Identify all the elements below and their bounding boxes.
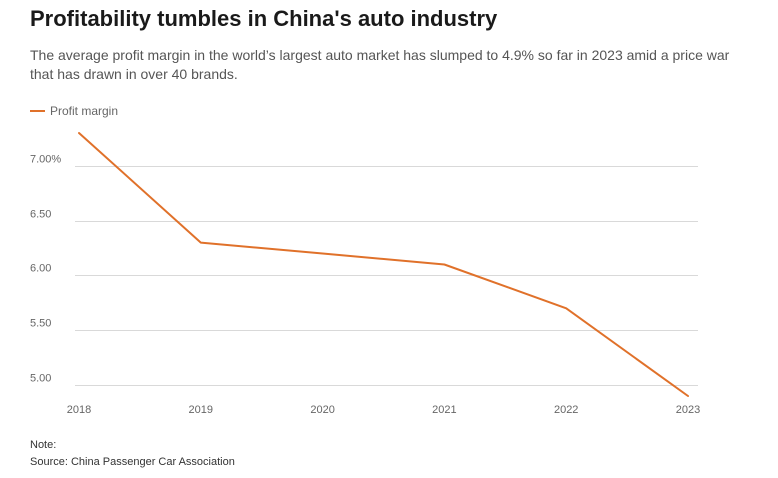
footer-note: Note:	[30, 439, 57, 451]
x-tick-label: 2023	[676, 404, 700, 416]
x-tick-label: 2020	[310, 404, 334, 416]
chart-subtitle: The average profit margin in the world’s…	[30, 47, 730, 82]
x-tick-label: 2021	[432, 404, 456, 416]
legend-label: Profit margin	[50, 104, 119, 118]
y-tick-label: 7.00%	[30, 154, 61, 166]
x-tick-label: 2022	[554, 404, 578, 416]
footer-source: Source: China Passenger Car Association	[30, 456, 235, 468]
legend: Profit margin	[30, 104, 118, 118]
series-line-profit-margin	[78, 132, 689, 397]
y-tick-label: 5.50	[30, 318, 51, 330]
y-tick-label: 5.00	[30, 373, 51, 385]
x-tick-label: 2019	[189, 404, 213, 416]
footer: Note: Source: China Passenger Car Associ…	[30, 437, 235, 471]
grid-layer	[75, 166, 698, 386]
legend-swatch	[30, 110, 45, 112]
x-tick-label: 2018	[67, 404, 91, 416]
x-axis-ticks: 2018 2019 2020 2021 2022 2023	[67, 404, 700, 416]
chart-title: Profitability tumbles in China's auto in…	[30, 6, 498, 31]
y-axis-ticks: 5.00 5.50 6.00 6.50 7.00%	[30, 154, 61, 385]
y-tick-label: 6.50	[30, 209, 51, 221]
series-layer	[78, 132, 689, 397]
y-tick-label: 6.00	[30, 263, 51, 275]
